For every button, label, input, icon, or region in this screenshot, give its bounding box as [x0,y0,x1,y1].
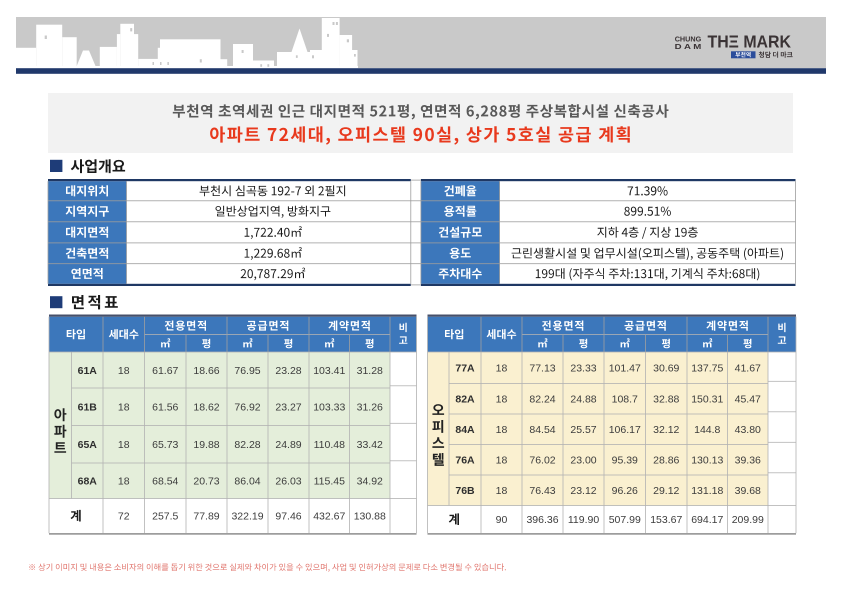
svg-text:77.13: 77.13 [529,363,555,375]
svg-text:150.31: 150.31 [691,394,723,406]
svg-text:257.5: 257.5 [152,511,178,523]
svg-text:18: 18 [496,363,508,375]
svg-text:39.36: 39.36 [735,455,761,467]
svg-text:18: 18 [118,365,130,377]
svg-text:23.28: 23.28 [275,365,301,377]
svg-text:76.02: 76.02 [529,455,555,467]
svg-text:76.92: 76.92 [234,402,260,414]
svg-text:396.36: 396.36 [526,514,558,526]
svg-text:209.99: 209.99 [732,514,764,526]
svg-text:103.41: 103.41 [313,365,345,377]
svg-text:137.75: 137.75 [691,363,723,375]
svg-text:76A: 76A [455,455,475,467]
svg-text:24.88: 24.88 [570,394,596,406]
svg-text:82.28: 82.28 [234,439,260,451]
svg-text:18: 18 [496,424,508,436]
svg-text:103.33: 103.33 [313,402,345,414]
svg-text:61A: 61A [78,365,98,377]
svg-text:108.7: 108.7 [612,394,638,406]
svg-text:432.67: 432.67 [313,511,345,523]
svg-text:68.54: 68.54 [152,476,178,488]
svg-text:18: 18 [118,439,130,451]
svg-text:77.89: 77.89 [193,511,219,523]
svg-text:61.67: 61.67 [152,365,178,377]
svg-text:110.48: 110.48 [314,439,345,451]
svg-text:18: 18 [496,485,508,497]
svg-text:23.12: 23.12 [570,485,596,497]
svg-text:65A: 65A [78,439,98,451]
svg-text:D A M: D A M [675,42,702,51]
svg-text:61.56: 61.56 [152,402,178,414]
svg-text:97.46: 97.46 [275,511,301,523]
svg-text:20.73: 20.73 [193,476,219,488]
svg-text:18: 18 [118,476,130,488]
svg-text:68A: 68A [78,476,98,488]
svg-text:76B: 76B [455,485,475,497]
svg-text:322.19: 322.19 [231,511,263,523]
svg-text:39.68: 39.68 [735,485,761,497]
svg-text:76.43: 76.43 [529,485,555,497]
svg-text:86.04: 86.04 [234,476,260,488]
svg-text:33.42: 33.42 [357,439,383,451]
svg-text:30.69: 30.69 [653,363,679,375]
svg-text:CHUNG: CHUNG [675,34,702,43]
svg-text:95.39: 95.39 [612,455,638,467]
svg-text:23.27: 23.27 [275,402,301,414]
svg-text:130.88: 130.88 [354,511,386,523]
svg-text:82A: 82A [455,394,475,406]
svg-text:18: 18 [496,394,508,406]
svg-text:26.03: 26.03 [275,476,301,488]
svg-text:106.17: 106.17 [609,424,641,436]
svg-text:153.67: 153.67 [650,514,682,526]
svg-text:61B: 61B [78,402,98,414]
svg-text:32.12: 32.12 [653,424,679,436]
svg-text:130.13: 130.13 [691,455,723,467]
svg-text:24.89: 24.89 [275,439,301,451]
svg-text:19.88: 19.88 [193,439,219,451]
svg-text:694.17: 694.17 [691,514,723,526]
svg-text:507.99: 507.99 [609,514,641,526]
svg-text:18.66: 18.66 [193,365,219,377]
svg-text:28.86: 28.86 [653,455,679,467]
svg-text:84.54: 84.54 [529,424,555,436]
svg-text:101.47: 101.47 [609,363,641,375]
svg-text:84A: 84A [455,424,475,436]
svg-text:144.8: 144.8 [694,424,720,436]
svg-text:77A: 77A [455,363,475,375]
svg-text:65.73: 65.73 [152,439,178,451]
svg-text:96.26: 96.26 [612,485,638,497]
svg-text:82.24: 82.24 [529,394,555,406]
svg-text:29.12: 29.12 [653,485,679,497]
svg-text:131.18: 131.18 [691,485,723,497]
svg-text:THΞ MARK: THΞ MARK [708,31,792,51]
svg-text:72: 72 [118,511,130,523]
svg-text:41.67: 41.67 [735,363,761,375]
svg-text:23.33: 23.33 [570,363,596,375]
svg-text:119.90: 119.90 [568,514,599,526]
svg-text:34.92: 34.92 [357,476,383,488]
svg-text:31.28: 31.28 [357,365,383,377]
svg-text:31.26: 31.26 [357,402,383,414]
svg-text:90: 90 [496,514,508,526]
svg-text:32.88: 32.88 [653,394,679,406]
svg-text:23.00: 23.00 [570,455,596,467]
svg-text:45.47: 45.47 [735,394,761,406]
svg-text:18.62: 18.62 [193,402,219,414]
svg-text:18: 18 [496,455,508,467]
svg-text:25.57: 25.57 [570,424,596,436]
svg-text:18: 18 [118,402,130,414]
svg-text:76.95: 76.95 [234,365,260,377]
svg-text:115.45: 115.45 [314,476,345,488]
svg-text:43.80: 43.80 [735,424,761,436]
